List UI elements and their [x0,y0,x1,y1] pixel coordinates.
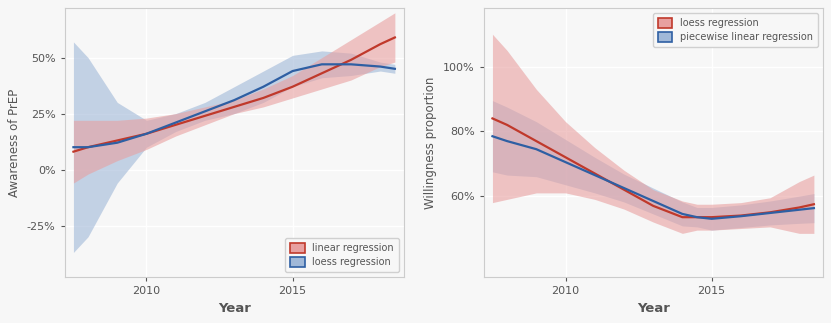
Y-axis label: Awareness of PrEP: Awareness of PrEP [8,89,22,197]
Legend: linear regression, loess regression: linear regression, loess regression [285,238,399,272]
X-axis label: Year: Year [637,302,670,315]
X-axis label: Year: Year [218,302,251,315]
Y-axis label: Willingness proportion: Willingness proportion [425,77,437,209]
Legend: loess regression, piecewise linear regression: loess regression, piecewise linear regre… [652,13,818,47]
